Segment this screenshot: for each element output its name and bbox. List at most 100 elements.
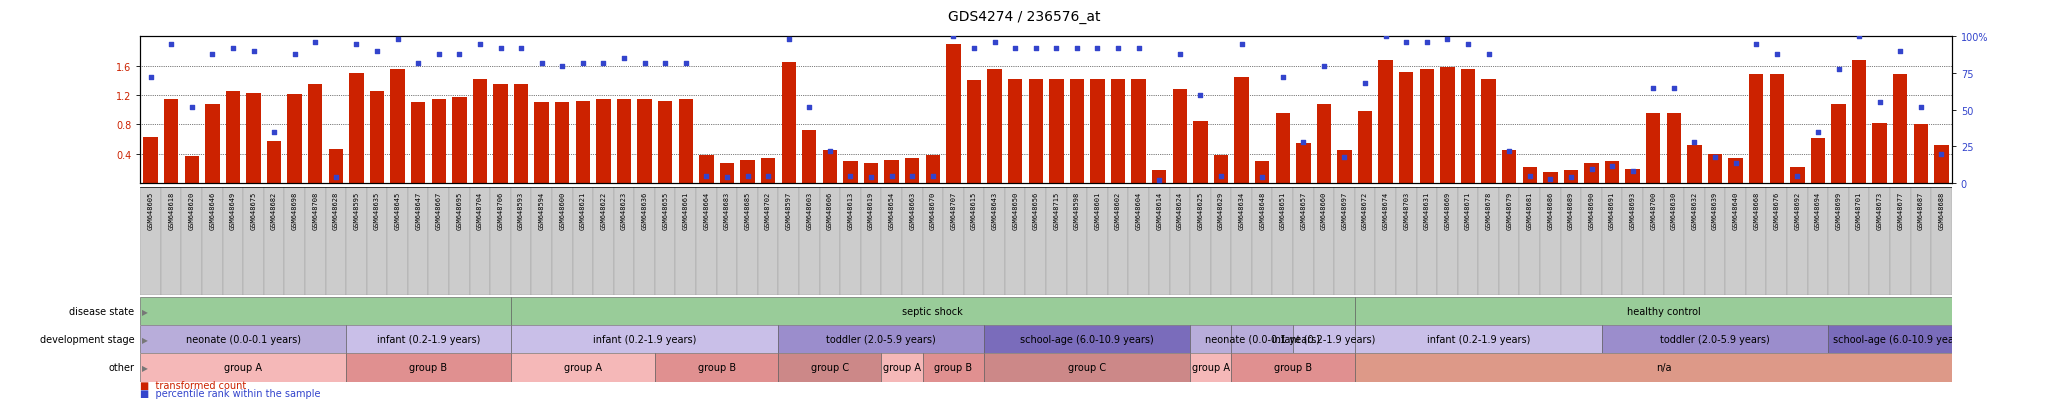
Text: GSM648636: GSM648636	[641, 191, 647, 229]
Text: GSM648625: GSM648625	[1198, 191, 1204, 229]
Text: GSM648604: GSM648604	[1137, 191, 1141, 229]
Bar	[1174, 90, 1188, 184]
Point	[1575, 166, 1608, 173]
Bar	[535, 103, 549, 184]
Bar	[1890, 188, 1911, 295]
Text: GSM648664: GSM648664	[702, 191, 709, 229]
Text: GSM648678: GSM648678	[1485, 191, 1491, 229]
Point	[1163, 52, 1196, 58]
Bar	[1481, 80, 1495, 184]
Text: GSM648672: GSM648672	[1362, 191, 1368, 229]
Bar	[223, 188, 244, 295]
Bar	[1190, 354, 1231, 382]
Bar	[1663, 188, 1683, 295]
Text: GSM648676: GSM648676	[1774, 191, 1780, 229]
Text: GSM648669: GSM648669	[1444, 191, 1450, 229]
Text: GSM648663: GSM648663	[909, 191, 915, 229]
Bar	[305, 188, 326, 295]
Bar	[371, 92, 385, 184]
Text: toddler (2.0-5.9 years): toddler (2.0-5.9 years)	[827, 335, 936, 344]
Text: GSM648693: GSM648693	[1630, 191, 1636, 229]
Point	[547, 63, 580, 70]
Bar	[1337, 151, 1352, 184]
Text: GSM648593: GSM648593	[518, 191, 524, 229]
Text: GSM648643: GSM648643	[991, 191, 997, 229]
Point	[1864, 100, 1896, 107]
Bar	[819, 188, 840, 295]
Text: GSM648655: GSM648655	[662, 191, 668, 229]
Text: GDS4274 / 236576_at: GDS4274 / 236576_at	[948, 10, 1100, 24]
Bar	[1069, 80, 1083, 184]
Bar	[1683, 188, 1704, 295]
Bar	[1047, 188, 1067, 295]
Text: GSM648679: GSM648679	[1505, 191, 1511, 229]
Text: GSM648692: GSM648692	[1794, 191, 1800, 229]
Bar	[1231, 325, 1292, 354]
Bar	[635, 188, 655, 295]
Text: GSM648673: GSM648673	[1876, 191, 1882, 229]
Text: GSM648656: GSM648656	[1032, 191, 1038, 229]
Bar	[1851, 61, 1866, 184]
Text: GSM648602: GSM648602	[1114, 191, 1120, 229]
Point	[1204, 173, 1237, 180]
Point	[690, 173, 723, 180]
Bar	[164, 100, 178, 184]
Bar	[1378, 61, 1393, 184]
Bar	[967, 81, 981, 184]
Bar	[1231, 354, 1356, 382]
Text: ▶: ▶	[143, 307, 147, 316]
Bar	[1128, 188, 1149, 295]
Text: GSM648660: GSM648660	[1321, 191, 1327, 229]
Text: GSM648671: GSM648671	[1464, 191, 1470, 229]
Text: GSM648690: GSM648690	[1589, 191, 1595, 229]
Point	[442, 52, 475, 58]
Point	[1245, 175, 1278, 181]
Point	[1225, 41, 1257, 48]
Bar	[412, 103, 426, 184]
Text: school-age (6.0-10.9 years): school-age (6.0-10.9 years)	[1833, 335, 1968, 344]
Bar	[1602, 188, 1622, 295]
Text: GSM648597: GSM648597	[786, 191, 793, 229]
Bar	[1296, 143, 1311, 184]
Text: GSM648699: GSM648699	[1835, 191, 1841, 229]
Text: GSM648648: GSM648648	[1260, 191, 1266, 229]
Text: group A: group A	[563, 363, 602, 373]
Bar	[739, 160, 756, 184]
Text: GSM648620: GSM648620	[188, 191, 195, 229]
Point	[1327, 154, 1360, 161]
Bar	[1831, 104, 1845, 184]
Bar	[1169, 188, 1190, 295]
Bar	[1087, 188, 1108, 295]
Bar	[184, 157, 199, 184]
Bar	[905, 158, 920, 184]
Point	[319, 175, 352, 181]
Point	[1286, 140, 1319, 146]
Bar	[922, 188, 942, 295]
Bar	[391, 70, 406, 184]
Bar	[1540, 188, 1561, 295]
Text: GSM648704: GSM648704	[477, 191, 483, 229]
Bar	[596, 100, 610, 184]
Text: GSM648683: GSM648683	[723, 191, 729, 229]
Point	[1307, 63, 1339, 70]
Bar	[494, 85, 508, 184]
Text: GSM648600: GSM648600	[559, 191, 565, 229]
Point	[504, 45, 537, 52]
Point	[874, 173, 907, 180]
Text: GSM648603: GSM648603	[807, 191, 813, 229]
Bar	[1214, 156, 1229, 184]
Text: GSM648605: GSM648605	[147, 191, 154, 229]
Bar	[1729, 158, 1743, 184]
Point	[999, 45, 1032, 52]
Text: GSM648674: GSM648674	[1382, 191, 1389, 229]
Point	[895, 173, 928, 180]
Text: GSM648689: GSM648689	[1569, 191, 1575, 229]
Text: GSM648654: GSM648654	[889, 191, 895, 229]
Bar	[1255, 162, 1270, 184]
Bar	[346, 354, 510, 382]
Bar	[1542, 173, 1559, 184]
Point	[197, 52, 229, 58]
Text: GSM648670: GSM648670	[930, 191, 936, 229]
Point	[463, 41, 496, 48]
Point	[176, 104, 209, 111]
